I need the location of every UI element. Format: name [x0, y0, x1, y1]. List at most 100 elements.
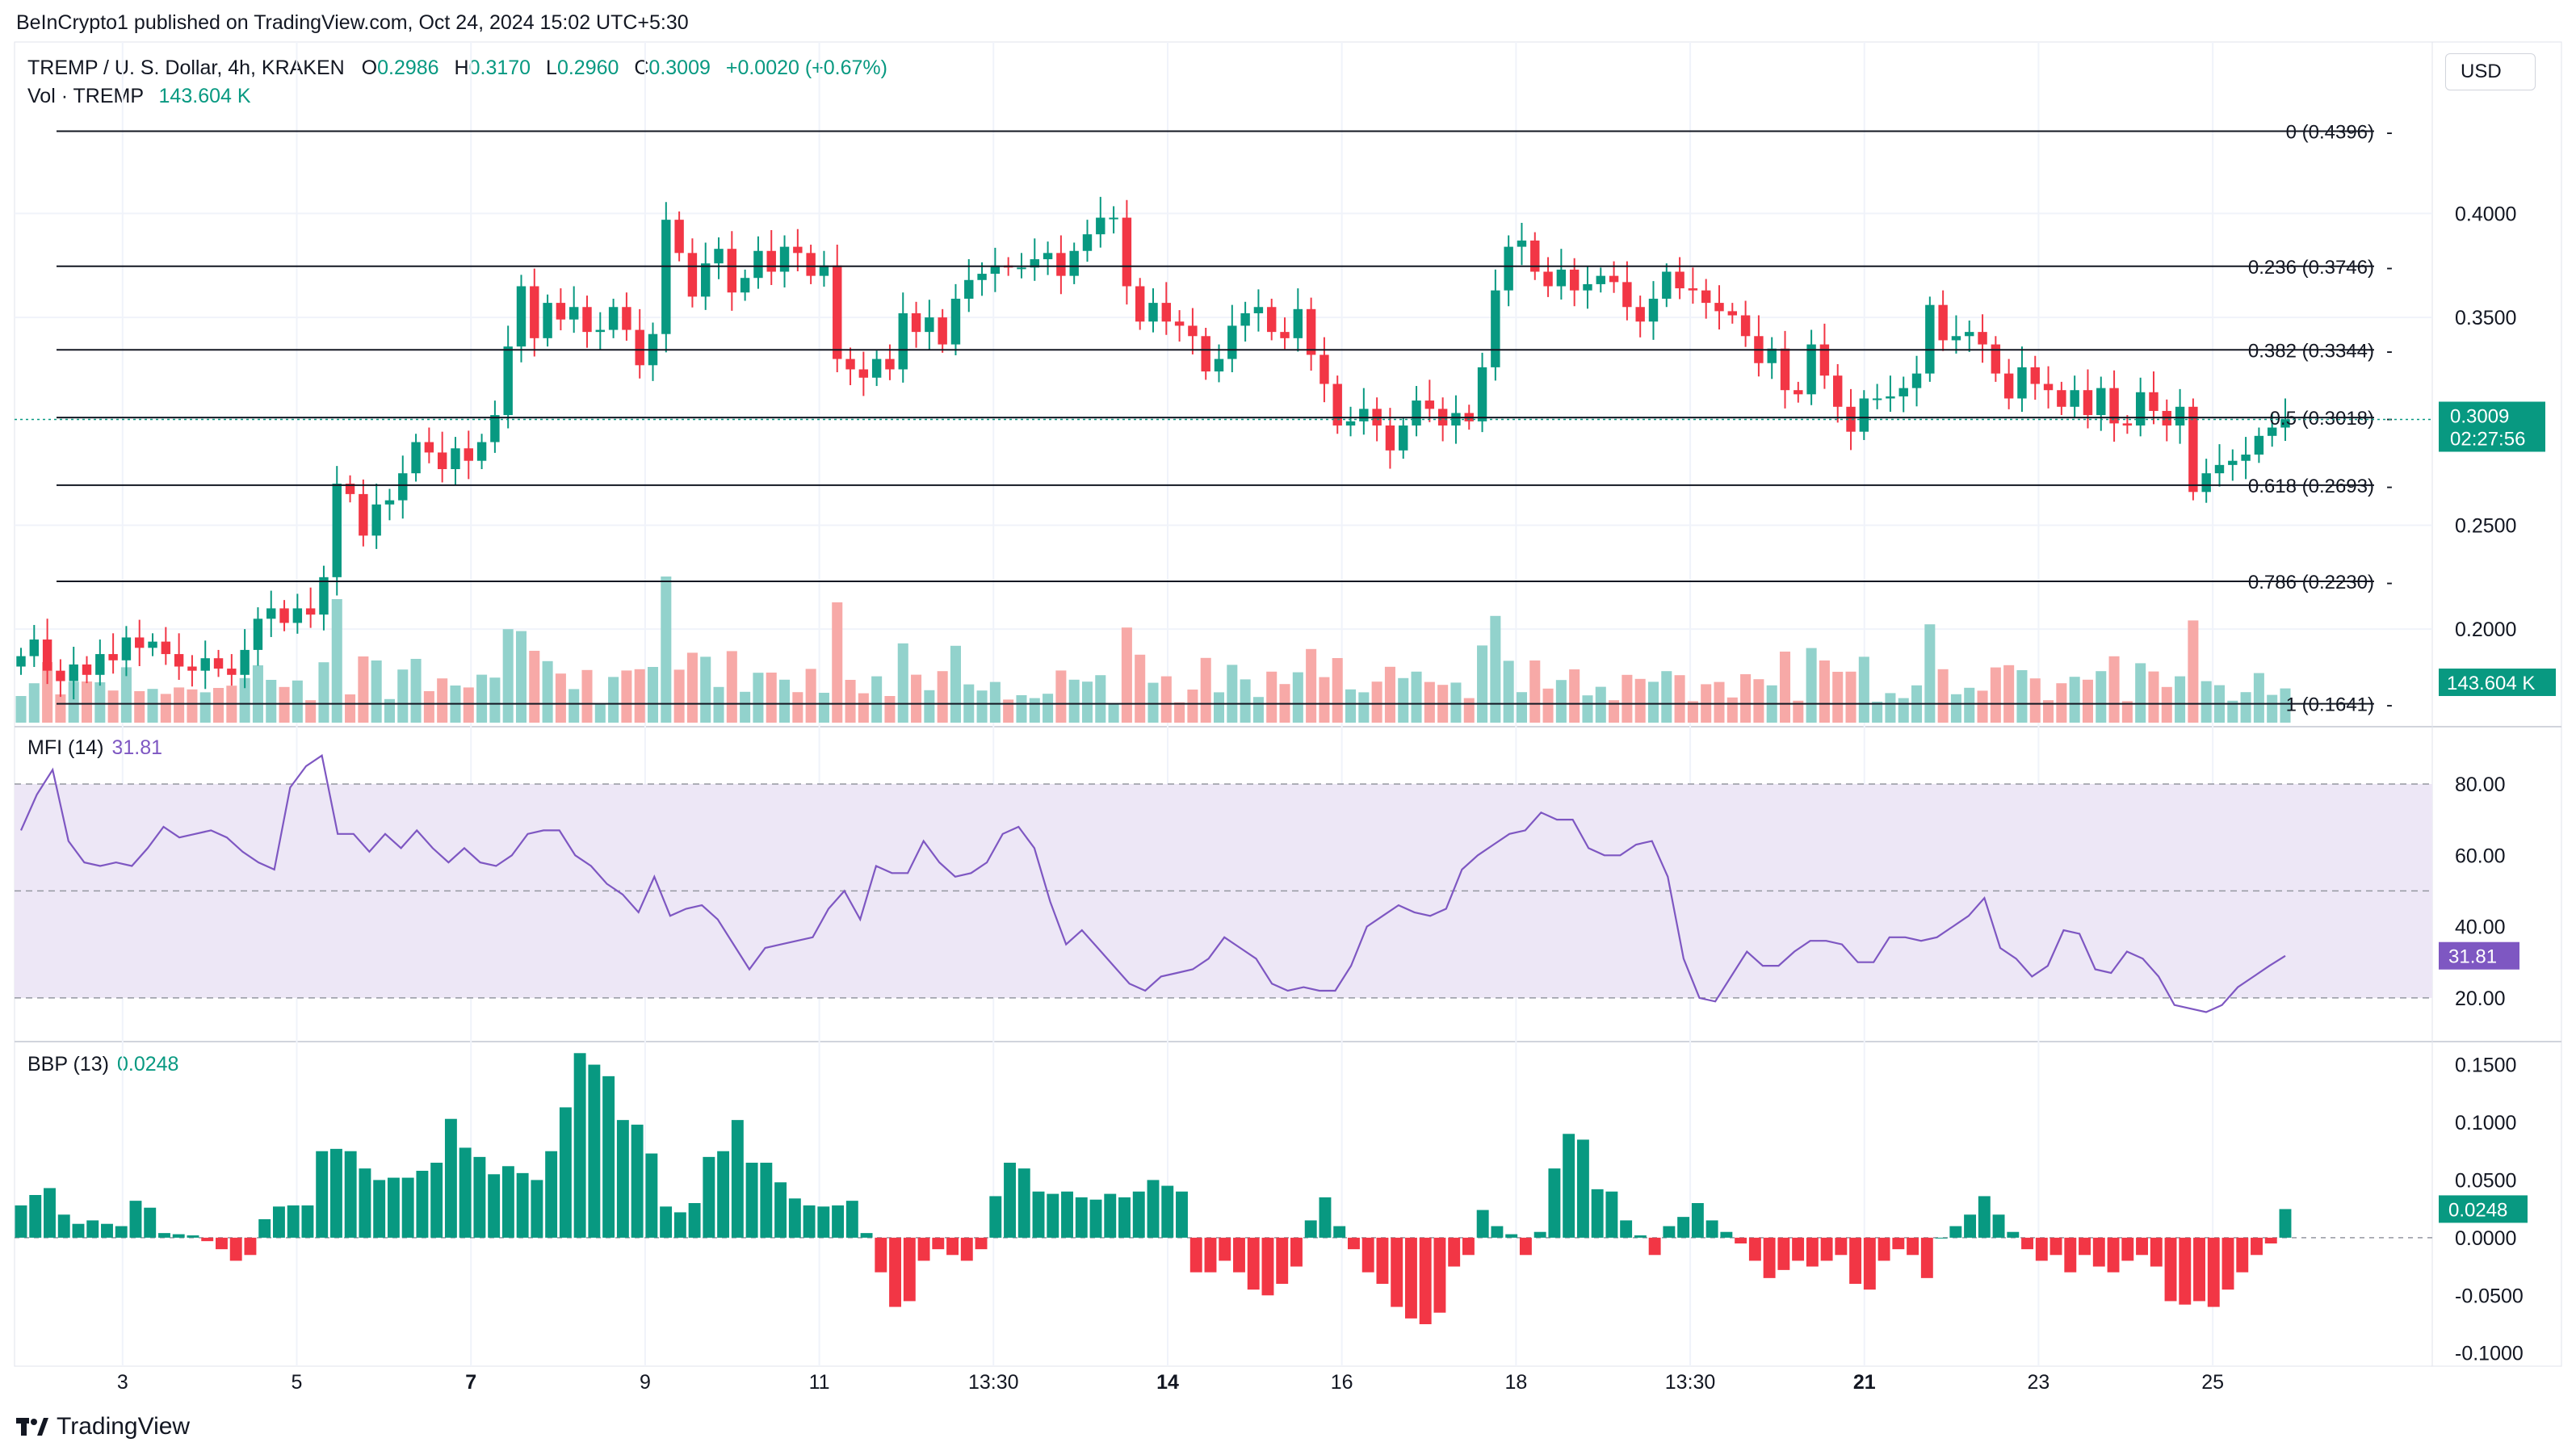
- candle-body: [2175, 406, 2185, 426]
- high-value: 0.3170: [468, 57, 531, 79]
- volume-bar: [2082, 679, 2093, 723]
- volume-bar: [1292, 672, 1303, 723]
- bbp-bar: [1735, 1237, 1747, 1243]
- volume-bar: [805, 669, 816, 723]
- candle-body: [938, 317, 947, 345]
- candle-body: [1727, 311, 1738, 316]
- bbp-bar: [1935, 1237, 1948, 1239]
- candle-body: [701, 263, 711, 297]
- bbp-bar: [1563, 1134, 1575, 1238]
- volume-bar: [634, 669, 645, 723]
- volume-bar: [1055, 670, 1067, 723]
- candle-body: [108, 654, 118, 660]
- candle-body: [200, 658, 210, 671]
- candle-body: [898, 312, 908, 370]
- volume-bar: [1213, 692, 1225, 723]
- volume-bar: [661, 577, 672, 723]
- x-tick-label: 7: [465, 1371, 476, 1394]
- volume-bar: [621, 670, 632, 723]
- candle-body: [69, 664, 78, 681]
- bbp-bar: [1964, 1214, 1977, 1238]
- x-tick-label: 14: [1156, 1371, 1179, 1394]
- bbp-bar: [1176, 1191, 1188, 1238]
- fib-level-tick: -: [2386, 694, 2393, 716]
- mfi-title: MFI (14): [27, 736, 104, 759]
- volume-bar: [1779, 652, 1791, 723]
- volume-bar: [608, 677, 619, 723]
- bbp-bar: [2150, 1237, 2163, 1267]
- close-value: 0.3009: [648, 57, 711, 79]
- bbp-bar: [1820, 1237, 1833, 1261]
- x-tick-label: 18: [1504, 1371, 1527, 1394]
- bbp-bar: [631, 1124, 644, 1238]
- candle-body: [950, 298, 961, 345]
- volume-bar: [779, 679, 791, 723]
- bbp-bar: [158, 1233, 170, 1238]
- bbp-bar: [1835, 1237, 1848, 1256]
- volume-title: Vol · TREMP: [27, 85, 144, 107]
- candle-body: [227, 669, 237, 675]
- bbp-bar: [459, 1147, 472, 1238]
- bbp-bar: [1620, 1220, 1633, 1238]
- volume-bar: [673, 669, 685, 723]
- candle-body: [911, 312, 921, 333]
- candle-body: [779, 246, 790, 272]
- bbp-bar: [1576, 1139, 1589, 1238]
- candle-body: [635, 329, 644, 366]
- candle-body: [1740, 315, 1751, 337]
- candle-body: [1688, 288, 1698, 291]
- volume-bar: [1411, 671, 1422, 723]
- x-tick-label: 13:30: [968, 1371, 1019, 1394]
- bbp-bar: [1333, 1226, 1346, 1238]
- bbp-bar: [387, 1177, 400, 1238]
- bbp-bar: [416, 1171, 429, 1238]
- bbp-bar: [1992, 1214, 2005, 1238]
- volume-bar: [239, 677, 250, 723]
- fib-level-label: 1 (0.1641): [2286, 694, 2374, 716]
- candle-body: [1399, 425, 1408, 451]
- currency-button[interactable]: USD: [2445, 53, 2536, 90]
- candle-body: [1385, 425, 1395, 451]
- bbp-bar: [1276, 1237, 1289, 1284]
- candle-body: [384, 500, 395, 505]
- bbp-bar: [903, 1237, 916, 1302]
- fib-level-tick: -: [2386, 340, 2393, 362]
- candle-body: [1925, 304, 1935, 374]
- candle-body: [29, 639, 40, 656]
- candle-body: [266, 608, 276, 619]
- bbp-bar: [1189, 1237, 1202, 1273]
- volume-bar: [1819, 660, 1830, 723]
- bbp-bar: [1663, 1226, 1676, 1238]
- volume-bar: [1885, 693, 1896, 723]
- volume-bar: [1964, 687, 1975, 723]
- volume-bar: [55, 694, 66, 723]
- fib-level-label: 0.786 (0.2230): [2248, 572, 2374, 593]
- bbp-bar: [1863, 1237, 1876, 1290]
- x-tick-label: 9: [640, 1371, 651, 1394]
- bbp-bar: [932, 1237, 945, 1250]
- bbp-bar: [329, 1148, 342, 1238]
- bbp-bar: [1404, 1237, 1417, 1319]
- candle-body: [42, 639, 52, 671]
- high-key: H: [454, 57, 469, 79]
- candle-body: [1648, 298, 1659, 322]
- candle-body: [1017, 267, 1026, 270]
- volume-bar: [2201, 681, 2212, 723]
- volume-bar: [1240, 679, 1251, 723]
- volume-bar: [107, 690, 119, 723]
- bbp-bar: [2049, 1237, 2062, 1256]
- candle-body: [398, 473, 408, 501]
- candle-body: [858, 369, 869, 378]
- candle-body: [1253, 307, 1264, 313]
- chart-frame: [14, 41, 2562, 1367]
- bbp-bar: [1648, 1237, 1661, 1256]
- candle-body: [2254, 435, 2264, 455]
- bbp-legend: BBP (13) 0.0248: [27, 1053, 178, 1076]
- bbp-bar: [745, 1163, 758, 1238]
- candle-body: [1148, 303, 1158, 322]
- candle-body: [371, 504, 381, 536]
- volume-bar: [2135, 663, 2146, 723]
- candle-body: [622, 307, 631, 330]
- volume-bar: [2253, 673, 2264, 723]
